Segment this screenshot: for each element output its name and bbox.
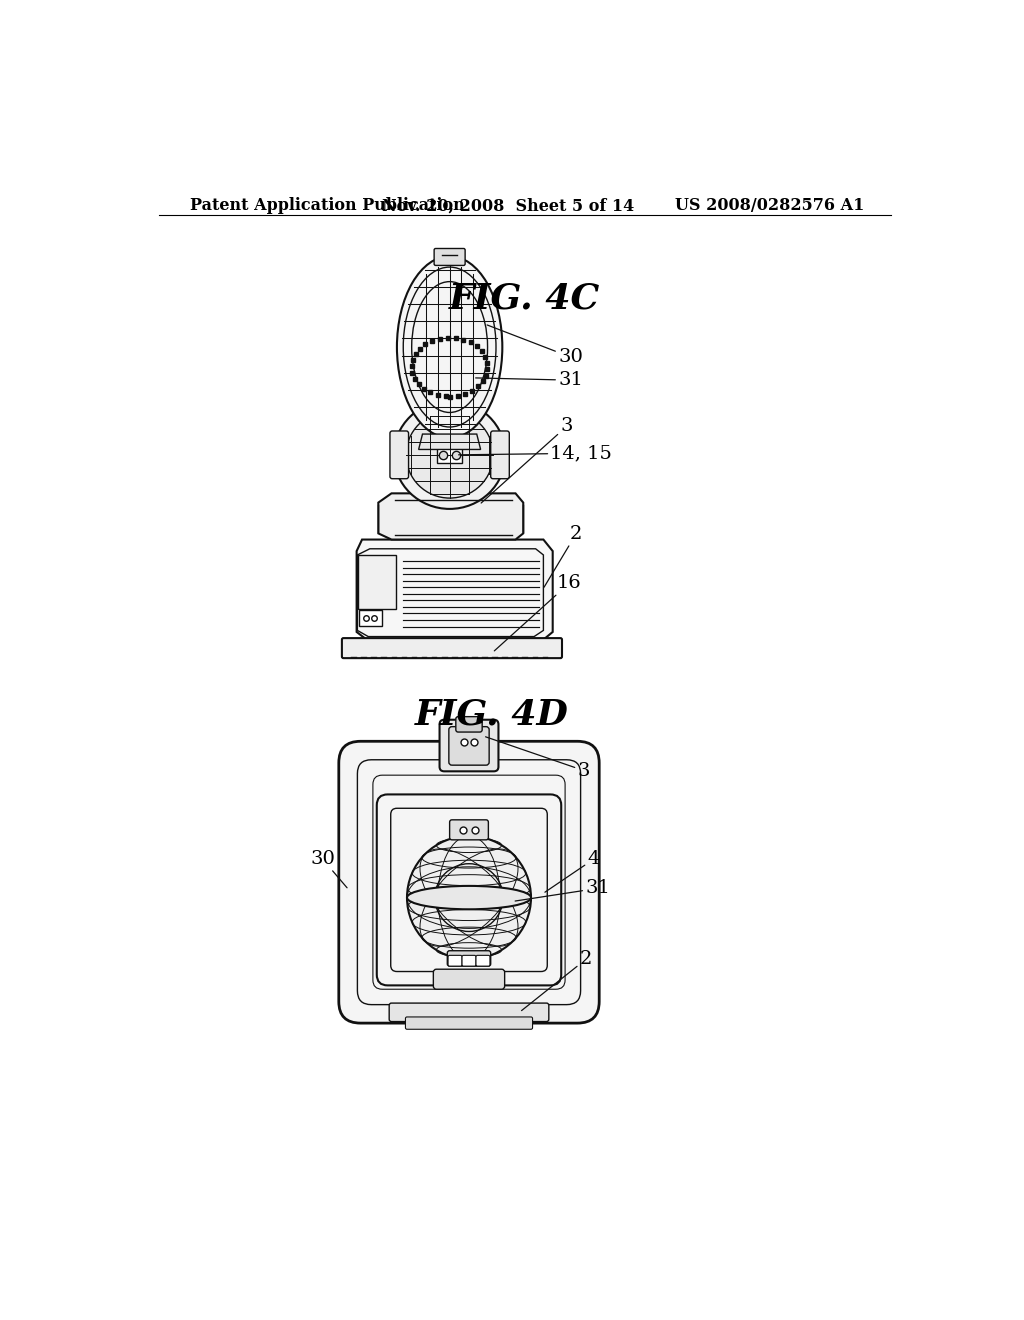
Text: 31: 31	[515, 879, 610, 902]
Text: FIG. 4D: FIG. 4D	[416, 697, 569, 731]
Bar	[437, 446, 462, 463]
Text: 2: 2	[544, 525, 582, 587]
Text: Nov. 20, 2008  Sheet 5 of 14: Nov. 20, 2008 Sheet 5 of 14	[382, 197, 634, 214]
FancyBboxPatch shape	[490, 430, 509, 479]
Polygon shape	[378, 494, 523, 540]
FancyBboxPatch shape	[390, 430, 409, 479]
FancyBboxPatch shape	[456, 717, 482, 733]
Text: FIG. 4C: FIG. 4C	[450, 281, 600, 315]
Text: 3: 3	[481, 417, 573, 503]
FancyBboxPatch shape	[434, 248, 465, 265]
FancyBboxPatch shape	[439, 719, 499, 771]
FancyBboxPatch shape	[447, 950, 490, 966]
FancyBboxPatch shape	[449, 726, 489, 766]
Ellipse shape	[394, 401, 506, 510]
Polygon shape	[419, 434, 480, 449]
Circle shape	[407, 412, 494, 498]
Text: 16: 16	[495, 574, 582, 651]
FancyBboxPatch shape	[406, 1016, 532, 1030]
Text: US 2008/0282576 A1: US 2008/0282576 A1	[675, 197, 864, 214]
Circle shape	[407, 836, 531, 960]
FancyBboxPatch shape	[476, 956, 489, 966]
Bar	[359, 610, 382, 626]
FancyBboxPatch shape	[433, 969, 505, 989]
FancyBboxPatch shape	[462, 956, 476, 966]
Bar	[358, 554, 396, 609]
Ellipse shape	[397, 256, 503, 438]
Ellipse shape	[407, 886, 531, 909]
Text: Patent Application Publication: Patent Application Publication	[190, 197, 465, 214]
Polygon shape	[356, 540, 553, 640]
Text: 4: 4	[545, 850, 600, 892]
FancyBboxPatch shape	[449, 956, 462, 966]
FancyBboxPatch shape	[342, 638, 562, 659]
Text: 30: 30	[487, 325, 583, 366]
FancyBboxPatch shape	[450, 820, 488, 840]
Text: 31: 31	[476, 371, 583, 389]
Text: 30: 30	[310, 850, 347, 888]
FancyBboxPatch shape	[389, 1003, 549, 1022]
Text: 14, 15: 14, 15	[459, 445, 612, 462]
Text: 3: 3	[485, 737, 590, 780]
Text: 2: 2	[521, 950, 592, 1011]
FancyBboxPatch shape	[339, 742, 599, 1023]
